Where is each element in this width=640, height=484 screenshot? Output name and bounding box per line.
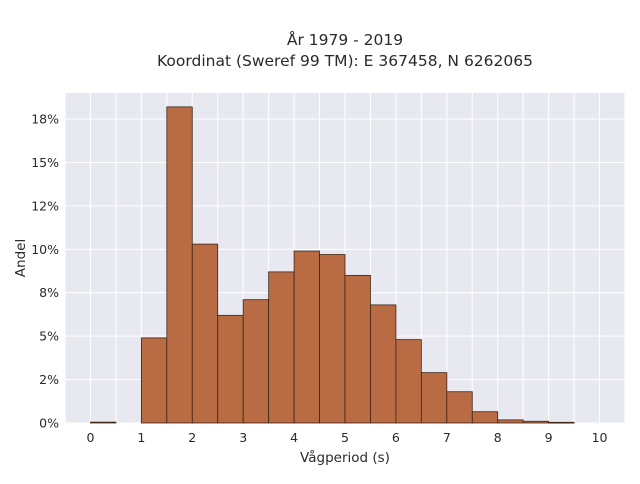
y-tick-label: 12% <box>31 198 59 213</box>
histogram-bar <box>395 339 422 424</box>
x-tick-label: 5 <box>341 430 349 445</box>
chart-title-line-2: Koordinat (Sweref 99 TM): E 367458, N 62… <box>157 52 533 70</box>
x-tick-label: 3 <box>239 430 247 445</box>
x-tick-label: 4 <box>290 430 298 445</box>
histogram-bar <box>497 419 524 424</box>
y-tick-label: 18% <box>31 112 59 127</box>
histogram-bar <box>522 420 550 424</box>
y-tick-labels: 0% 2% 5% 8% 10% 12% 15% 18% <box>31 112 59 431</box>
x-tick-label: 10 <box>592 430 608 445</box>
x-tick-label: 8 <box>494 430 502 445</box>
y-tick-label: 8% <box>39 285 59 300</box>
x-tick-label: 7 <box>443 430 451 445</box>
x-axis-label: Vågperiod (s) <box>300 449 390 466</box>
x-tick-labels: 0 1 2 3 4 5 6 7 8 9 10 <box>86 430 607 445</box>
x-tick-label: 6 <box>392 430 400 445</box>
histogram-bar <box>242 299 270 424</box>
histogram-bar <box>548 421 575 424</box>
bars <box>90 106 575 424</box>
histogram-bar <box>166 106 193 424</box>
histogram-bar <box>90 421 117 424</box>
y-tick-label: 2% <box>39 372 59 387</box>
x-tick-label: 2 <box>188 430 196 445</box>
x-tick-label: 1 <box>137 430 145 445</box>
histogram-bar <box>344 274 371 424</box>
histogram-bar <box>471 411 499 424</box>
chart-title-line-1: År 1979 - 2019 <box>287 30 403 49</box>
histogram-bar <box>293 250 320 424</box>
y-tick-label: 0% <box>39 416 59 431</box>
histogram-bar <box>370 304 397 424</box>
histogram-bar <box>191 243 219 424</box>
y-tick-label: 10% <box>31 242 59 257</box>
x-tick-label: 9 <box>545 430 553 445</box>
y-tick-label: 15% <box>31 155 59 170</box>
histogram-bar <box>319 254 346 424</box>
histogram-bar <box>420 372 448 424</box>
histogram-bar <box>217 314 244 424</box>
y-tick-label: 5% <box>39 329 59 344</box>
histogram-bar <box>268 271 295 424</box>
histogram-bar <box>140 337 168 424</box>
x-tick-label: 0 <box>86 430 94 445</box>
histogram-bar <box>446 391 473 424</box>
y-axis-label: Andel <box>13 239 29 277</box>
